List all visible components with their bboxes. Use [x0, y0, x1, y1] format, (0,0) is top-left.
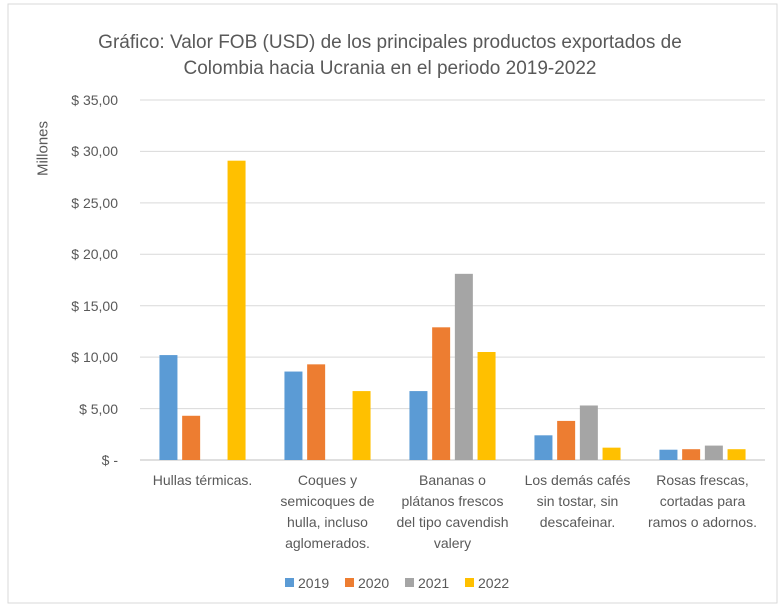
bar — [182, 415, 201, 460]
legend-swatch — [285, 578, 294, 587]
x-tick-label: Coques y semicoques de hulla, incluso ag… — [280, 472, 375, 551]
bar — [659, 449, 678, 460]
x-tick-label: Bananas o plátanos frescos del tipo cave… — [396, 472, 509, 551]
bar — [602, 447, 621, 460]
bar — [579, 405, 598, 460]
legend-label: 2022 — [478, 575, 510, 591]
bar — [454, 273, 473, 460]
legend-label: 2020 — [358, 575, 390, 591]
y-tick-label: $ 15,00 — [71, 297, 118, 314]
legend-label: 2021 — [418, 575, 450, 591]
bar — [159, 355, 178, 460]
bar — [704, 445, 723, 460]
legend-swatch — [465, 578, 474, 587]
y-tick-label: $ 10,00 — [71, 349, 118, 366]
y-tick-label: $ 35,00 — [71, 92, 118, 108]
bar — [682, 449, 701, 460]
y-tick-label: $ - — [101, 452, 118, 468]
bar — [409, 391, 428, 460]
bar — [477, 352, 496, 460]
x-tick-label: Los demás cafés sin tostar, sin descafei… — [524, 472, 631, 530]
chart-border — [7, 3, 778, 604]
y-tick-label: $ 25,00 — [71, 194, 118, 211]
chart-title: Gráfico: Valor FOB (USD) de los principa… — [98, 32, 682, 79]
bar — [432, 327, 451, 460]
legend-swatch — [345, 578, 354, 587]
bar — [227, 160, 246, 460]
bar — [284, 371, 303, 460]
bar — [352, 391, 371, 460]
y-tick-label: $ 30,00 — [71, 143, 118, 160]
y-tick-label: $ 20,00 — [71, 246, 118, 263]
legend-swatch — [405, 578, 414, 587]
bar — [307, 364, 326, 460]
bar — [727, 449, 746, 460]
bar — [557, 420, 576, 460]
y-tick-label: $ 5,00 — [79, 400, 118, 417]
x-tick-label: Hullas térmicas. — [152, 472, 253, 488]
bar — [534, 435, 553, 460]
x-tick-label: Rosas frescas, cortadas para ramos o ado… — [648, 472, 757, 530]
legend-label: 2019 — [298, 575, 330, 591]
